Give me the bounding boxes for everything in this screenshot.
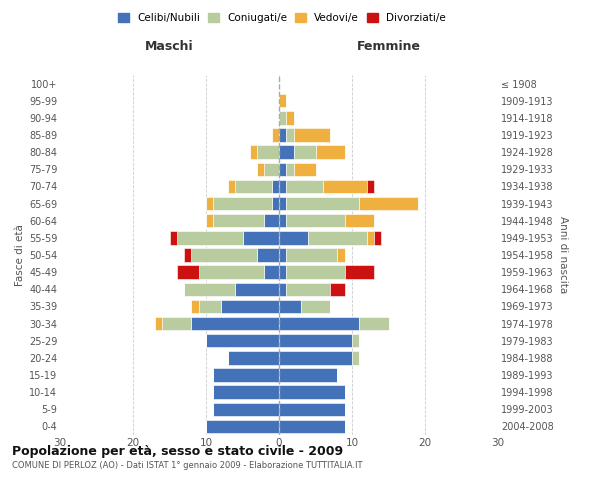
- Bar: [272, 180, 279, 193]
- Bar: [286, 111, 293, 124]
- Bar: [279, 282, 286, 296]
- Bar: [177, 266, 199, 279]
- Bar: [286, 162, 293, 176]
- Bar: [177, 231, 242, 244]
- Bar: [352, 351, 359, 364]
- Bar: [272, 197, 279, 210]
- Bar: [162, 317, 191, 330]
- Bar: [235, 282, 279, 296]
- Bar: [155, 317, 162, 330]
- Bar: [199, 266, 265, 279]
- Bar: [279, 197, 286, 210]
- Text: Popolazione per età, sesso e stato civile - 2009: Popolazione per età, sesso e stato civil…: [12, 444, 343, 458]
- Bar: [279, 162, 286, 176]
- Bar: [359, 317, 389, 330]
- Bar: [337, 248, 344, 262]
- Bar: [293, 146, 316, 159]
- Bar: [279, 368, 337, 382]
- Bar: [191, 300, 199, 313]
- Bar: [344, 214, 374, 228]
- Bar: [344, 266, 374, 279]
- Bar: [279, 402, 344, 416]
- Y-axis label: Anni di nascita: Anni di nascita: [557, 216, 568, 294]
- Legend: Celibi/Nubili, Coniugati/e, Vedovi/e, Divorziati/e: Celibi/Nubili, Coniugati/e, Vedovi/e, Di…: [115, 10, 449, 26]
- Bar: [206, 214, 214, 228]
- Bar: [301, 300, 330, 313]
- Bar: [308, 231, 367, 244]
- Bar: [374, 231, 381, 244]
- Bar: [214, 386, 279, 399]
- Bar: [279, 317, 359, 330]
- Bar: [279, 386, 344, 399]
- Bar: [279, 214, 286, 228]
- Bar: [279, 231, 308, 244]
- Bar: [279, 420, 344, 433]
- Bar: [279, 334, 352, 347]
- Bar: [265, 162, 279, 176]
- Bar: [214, 197, 272, 210]
- Bar: [293, 128, 330, 141]
- Bar: [286, 248, 337, 262]
- Bar: [279, 180, 286, 193]
- Bar: [191, 248, 257, 262]
- Bar: [272, 128, 279, 141]
- Bar: [199, 300, 221, 313]
- Bar: [330, 282, 345, 296]
- Bar: [257, 162, 265, 176]
- Bar: [184, 282, 235, 296]
- Bar: [242, 231, 279, 244]
- Bar: [228, 180, 235, 193]
- Bar: [279, 300, 301, 313]
- Bar: [279, 351, 352, 364]
- Text: Femmine: Femmine: [356, 40, 421, 52]
- Bar: [286, 214, 345, 228]
- Bar: [214, 368, 279, 382]
- Bar: [367, 231, 374, 244]
- Text: Maschi: Maschi: [145, 40, 194, 52]
- Bar: [279, 94, 286, 108]
- Bar: [265, 266, 279, 279]
- Bar: [235, 180, 272, 193]
- Bar: [257, 248, 279, 262]
- Bar: [169, 231, 177, 244]
- Bar: [257, 146, 279, 159]
- Text: COMUNE DI PERLOZ (AO) - Dati ISTAT 1° gennaio 2009 - Elaborazione TUTTITALIA.IT: COMUNE DI PERLOZ (AO) - Dati ISTAT 1° ge…: [12, 461, 362, 470]
- Bar: [279, 266, 286, 279]
- Bar: [286, 180, 323, 193]
- Bar: [228, 351, 279, 364]
- Bar: [352, 334, 359, 347]
- Y-axis label: Fasce di età: Fasce di età: [14, 224, 25, 286]
- Bar: [206, 334, 279, 347]
- Bar: [367, 180, 374, 193]
- Bar: [286, 282, 330, 296]
- Bar: [359, 197, 418, 210]
- Bar: [206, 420, 279, 433]
- Bar: [316, 146, 344, 159]
- Bar: [279, 146, 293, 159]
- Bar: [206, 197, 214, 210]
- Bar: [221, 300, 279, 313]
- Bar: [286, 197, 359, 210]
- Bar: [214, 402, 279, 416]
- Bar: [286, 128, 293, 141]
- Bar: [279, 128, 286, 141]
- Bar: [279, 248, 286, 262]
- Bar: [279, 111, 286, 124]
- Bar: [323, 180, 367, 193]
- Bar: [191, 317, 279, 330]
- Bar: [213, 214, 265, 228]
- Bar: [293, 162, 316, 176]
- Bar: [250, 146, 257, 159]
- Bar: [184, 248, 191, 262]
- Bar: [265, 214, 279, 228]
- Bar: [286, 266, 345, 279]
